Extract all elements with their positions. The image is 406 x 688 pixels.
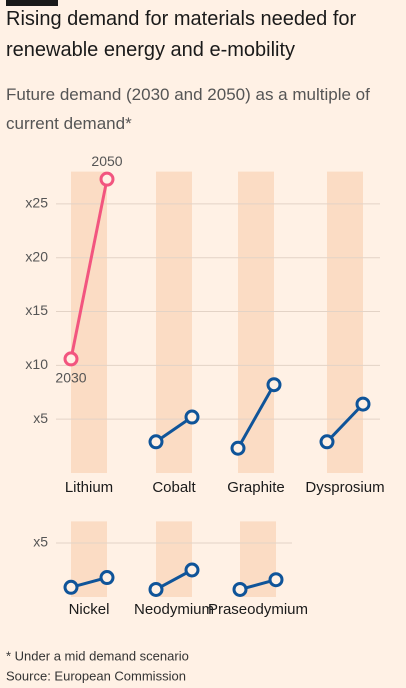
point-end	[184, 409, 200, 425]
logo-bar	[6, 0, 58, 6]
y-tick-label: x20	[25, 248, 48, 264]
y-tick-label: x25	[25, 195, 48, 211]
column-band	[156, 521, 192, 597]
slope-line	[325, 403, 365, 443]
column-band	[238, 171, 274, 473]
category-label: Nickel	[69, 601, 110, 618]
point-end	[355, 396, 371, 412]
source: Source: European Commission	[6, 668, 186, 683]
slope-line	[69, 178, 109, 360]
column-band	[327, 171, 363, 473]
chart-subtitle: Future demand (2030 and 2050) as a multi…	[6, 85, 370, 133]
footnote: * Under a mid demand scenario	[6, 648, 189, 663]
slope-line	[236, 383, 276, 449]
category-label: Lithium	[65, 479, 113, 496]
title-box: Rising demand for materials needed for r…	[6, 8, 357, 61]
point-start	[230, 440, 246, 456]
category-label: Cobalt	[152, 479, 196, 496]
point-end	[268, 572, 284, 588]
y-tick-label: x10	[25, 356, 48, 372]
point-start	[63, 351, 79, 367]
series-label: 2030	[55, 370, 86, 386]
point-start	[319, 434, 335, 450]
subtitle-box: Future demand (2030 and 2050) as a multi…	[6, 85, 370, 133]
category-label: Neodymium	[134, 601, 214, 618]
point-start	[232, 581, 248, 597]
point-end	[99, 171, 115, 187]
point-start	[148, 581, 164, 597]
chart-title: Rising demand for materials needed for r…	[6, 8, 357, 61]
point-end	[266, 377, 282, 393]
column-band	[71, 171, 107, 473]
point-start	[63, 579, 79, 595]
y-tick-label: x5	[33, 534, 48, 550]
series-label: 2050	[91, 153, 122, 169]
point-start	[148, 434, 164, 450]
category-label: Dysprosium	[305, 479, 384, 496]
category-label: Praseodymium	[208, 601, 308, 618]
y-tick-label: x15	[25, 302, 48, 318]
point-end	[184, 562, 200, 578]
point-end	[99, 570, 115, 586]
y-tick-label: x5	[33, 410, 48, 426]
category-label: Graphite	[227, 479, 285, 496]
